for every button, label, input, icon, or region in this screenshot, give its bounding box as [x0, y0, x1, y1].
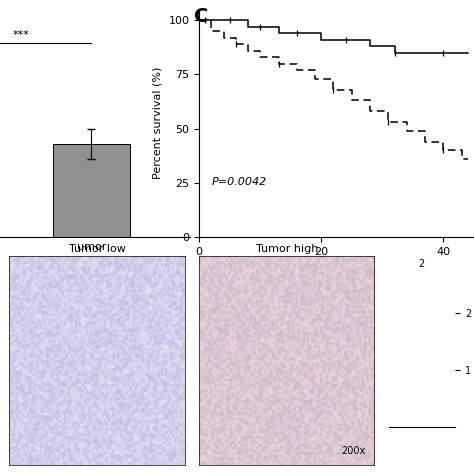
Text: ***: *** [13, 30, 29, 40]
Text: 2: 2 [419, 259, 425, 269]
Title: Tumor high: Tumor high [255, 244, 318, 254]
Text: P=0.0042: P=0.0042 [211, 177, 266, 187]
Title: Tumor low: Tumor low [69, 244, 126, 254]
X-axis label: Time /month: Time /month [301, 262, 372, 272]
Text: 200x: 200x [341, 446, 366, 456]
Text: C: C [194, 7, 209, 26]
Y-axis label: Percent survival (%): Percent survival (%) [153, 67, 163, 180]
Bar [53, 144, 130, 237]
